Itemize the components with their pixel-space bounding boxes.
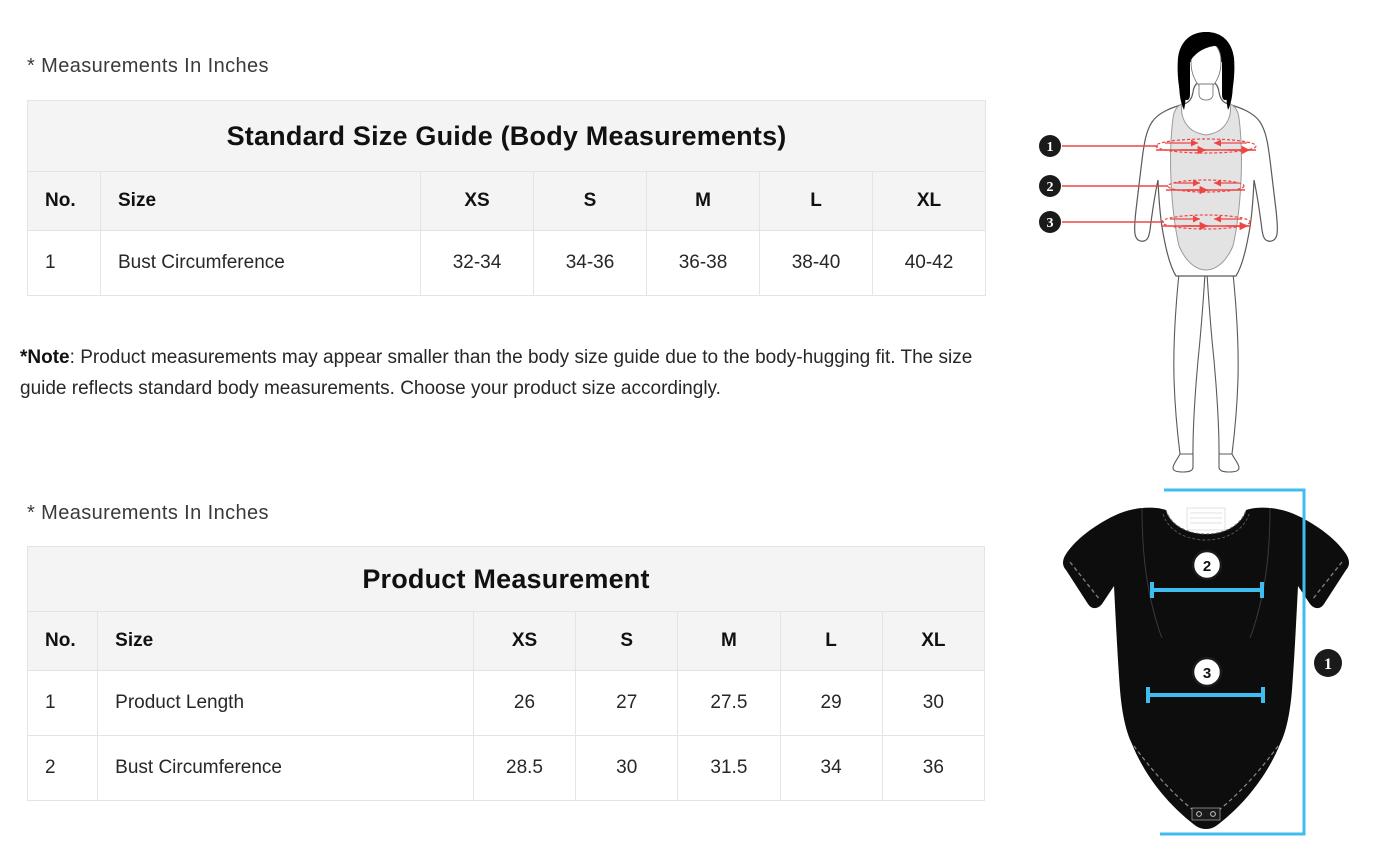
cell-no: 1: [26, 670, 99, 736]
cell-s: 27: [575, 670, 679, 736]
table-row: 1 Product Length 26 27 27.5 29 30: [26, 670, 986, 736]
body-measurement-diagram: 1 2 3: [1030, 18, 1382, 478]
header-m: M: [646, 171, 760, 231]
header-size: Size: [100, 171, 421, 231]
cell-xl: 36: [881, 735, 986, 801]
product-measurement-table: Product Measurement No. Size XS S M L XL…: [26, 546, 986, 801]
measurements-unit-note-product: * Measurements In Inches: [27, 502, 269, 524]
cell-xl: 30: [881, 670, 986, 736]
header-s: S: [533, 171, 647, 231]
badge-1-label: 1: [1047, 140, 1054, 155]
cell-no: 1: [27, 230, 101, 296]
cell-m: 31.5: [677, 735, 781, 801]
badge-3-bust: [1191, 656, 1223, 688]
badge-2-garment-label: 2: [1203, 558, 1211, 575]
product-length-measure: 1: [1160, 488, 1342, 836]
note-text: Product measurements may appear smaller …: [20, 347, 973, 399]
bust-measure-marker: 1: [1039, 135, 1257, 157]
waist-measure-marker: 2: [1039, 175, 1245, 197]
badge-2-label: 2: [1047, 180, 1054, 195]
cell-no: 2: [26, 735, 99, 801]
neckline-opening: [1166, 506, 1246, 534]
badge-1-length: [1314, 649, 1342, 677]
leg-opening-stitch-left: [1133, 745, 1199, 815]
chest-width-measure: 2: [1150, 549, 1264, 598]
table-row: 2 Bust Circumference 28.5 30 31.5 34 36: [26, 735, 986, 801]
standard-size-guide-table: Standard Size Guide (Body Measurements) …: [26, 100, 987, 296]
leg-opening-stitch-right: [1213, 745, 1279, 815]
hair-front: [1179, 32, 1233, 84]
cell-s: 34-36: [533, 230, 647, 296]
header-xs: XS: [420, 171, 534, 231]
neck-shape: [1198, 83, 1214, 101]
table-header-row: No. Size XS S M L XL: [27, 171, 987, 231]
header-xs: XS: [472, 611, 577, 671]
badge-3-label: 3: [1047, 216, 1054, 231]
size-guide-note: *Note: Product measurements may appear s…: [20, 342, 980, 404]
size-guide-tables-panel: * Measurements In Inches Standard Size G…: [20, 55, 987, 801]
header-xl: XL: [871, 171, 987, 231]
body-figure-svg: 1 2 3: [1039, 32, 1279, 473]
gusset-snaps: [1191, 807, 1221, 821]
hip-measure-marker: 3: [1039, 211, 1251, 233]
cell-size: Bust Circumference: [100, 230, 421, 296]
note-label: *Note: [20, 347, 70, 368]
cell-s: 30: [575, 735, 679, 801]
header-no: No.: [26, 611, 99, 671]
cell-xs: 28.5: [472, 735, 577, 801]
header-s: S: [575, 611, 679, 671]
header-no: No.: [27, 171, 101, 231]
badge-3-hip: [1039, 211, 1061, 233]
cell-m: 27.5: [677, 670, 781, 736]
cell-xs: 26: [472, 670, 577, 736]
product-table-title: Product Measurement: [27, 546, 985, 612]
cell-l: 29: [779, 670, 883, 736]
feet-shape: [1172, 453, 1240, 473]
badge-2-chest: [1191, 549, 1223, 581]
header-l: L: [779, 611, 883, 671]
neckline-stitch: [1165, 509, 1247, 535]
hair-strand-left: [1179, 74, 1186, 110]
bust-width-measure: 3: [1146, 656, 1265, 703]
badge-1-bust: [1039, 135, 1061, 157]
garment-figure-svg: 2 3 1: [1063, 488, 1349, 836]
armhole-seam-left: [1141, 507, 1163, 639]
header-size: Size: [97, 611, 474, 671]
cell-l: 38-40: [759, 230, 873, 296]
cell-m: 36-38: [646, 230, 760, 296]
header-m: M: [677, 611, 781, 671]
table-row: 1 Bust Circumference 32-34 34-36 36-38 3…: [27, 230, 987, 296]
table-header-row: No. Size XS S M L XL: [26, 611, 986, 671]
care-label: [1186, 507, 1226, 531]
table-title-row: Standard Size Guide (Body Measurements): [26, 100, 987, 172]
sleeve-hem-right: [1311, 561, 1343, 601]
badge-3-garment-label: 3: [1203, 665, 1211, 682]
legs-shape: [1173, 245, 1239, 462]
cell-size: Bust Circumference: [97, 735, 474, 801]
header-xl: XL: [881, 611, 986, 671]
cell-xs: 32-34: [420, 230, 534, 296]
measurements-unit-note-standard: * Measurements In Inches: [27, 55, 269, 77]
standard-table-title: Standard Size Guide (Body Measurements): [26, 100, 987, 172]
header-l: L: [759, 171, 873, 231]
note-separator: :: [69, 347, 81, 368]
table-title-row: Product Measurement: [27, 546, 985, 612]
sleeve-hem-left: [1069, 561, 1101, 601]
hair-strand-right: [1226, 74, 1233, 110]
cell-size: Product Length: [97, 670, 474, 736]
cell-xl: 40-42: [871, 230, 987, 296]
badge-2-waist: [1039, 175, 1061, 197]
size-guide-illustrations-panel: 1 2 3: [1030, 0, 1382, 858]
garment-measurement-diagram: 2 3 1: [1030, 478, 1382, 858]
cell-l: 34: [779, 735, 883, 801]
badge-1-garment-label: 1: [1324, 656, 1332, 673]
